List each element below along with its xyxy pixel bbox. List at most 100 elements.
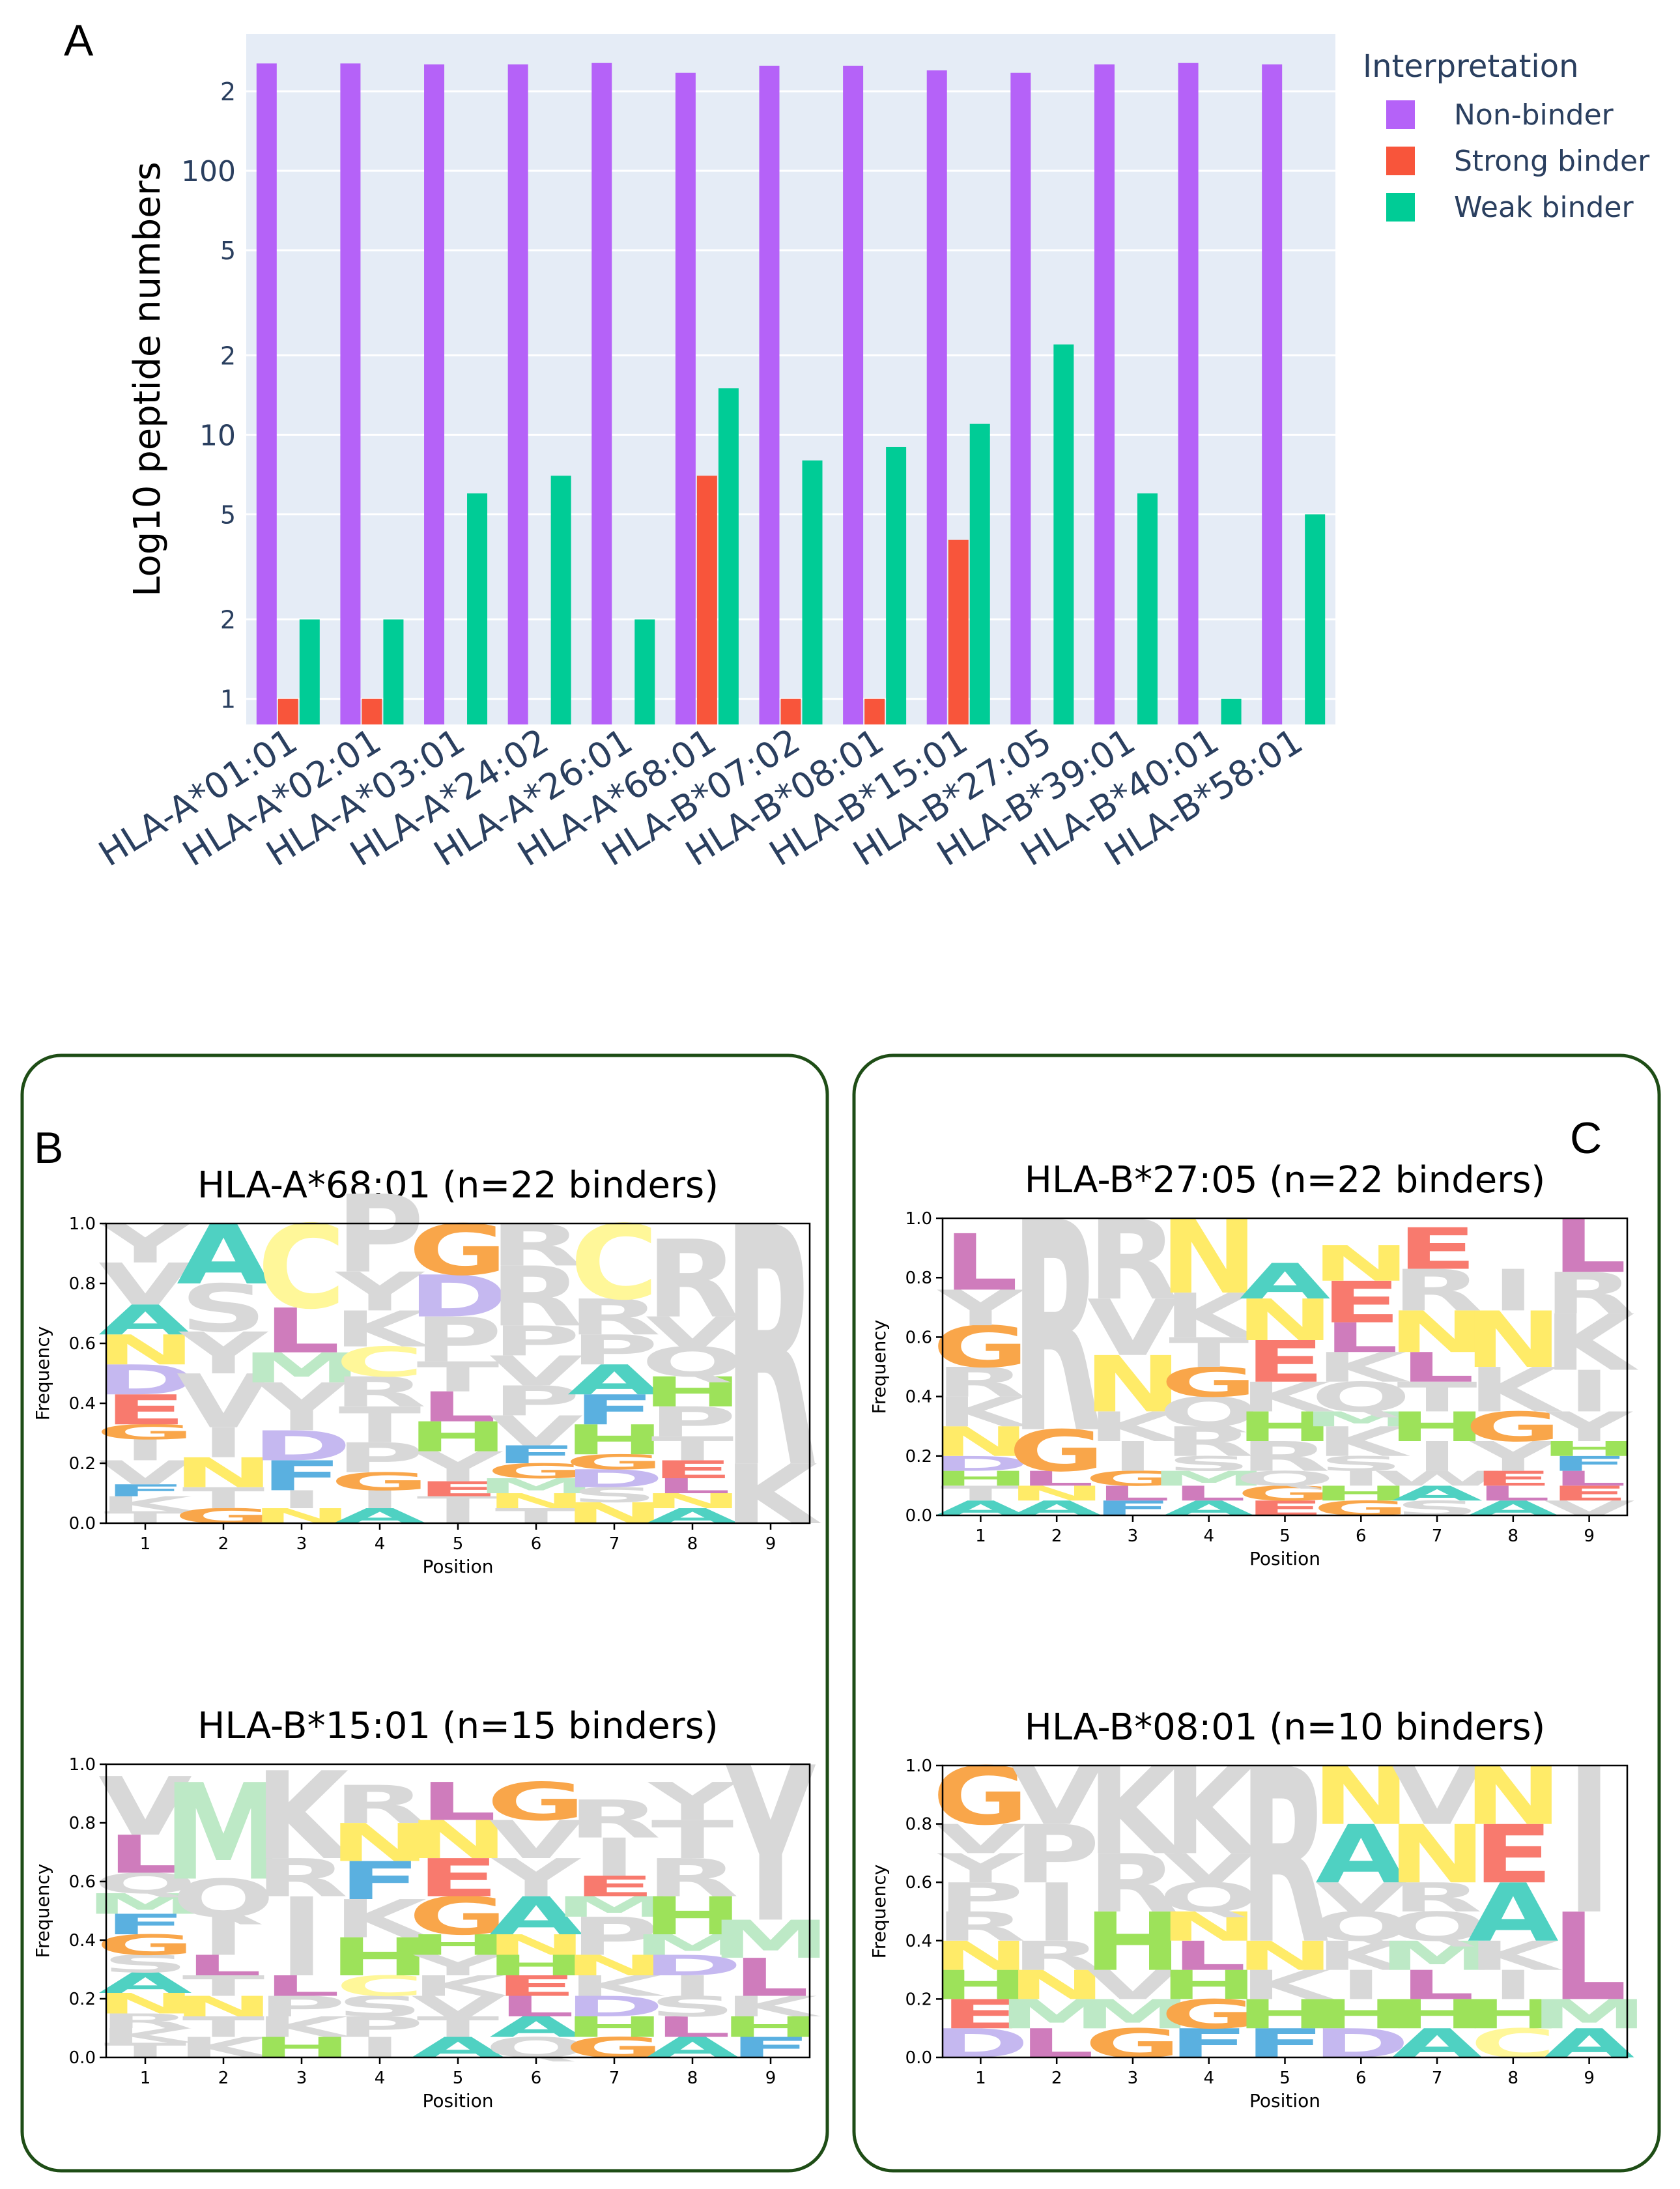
- bar-weak-binder: [886, 446, 907, 724]
- logo-letter-m: M: [476, 1474, 597, 1498]
- bar-weak-binder: [299, 619, 320, 724]
- logo-letter-n: N: [94, 1326, 196, 1375]
- logo-letter-t: T: [339, 1397, 421, 1454]
- y-tick-labels: 1 2 5 10 2 5 100 2: [181, 78, 236, 714]
- logo-letter-e: E: [1245, 1329, 1325, 1395]
- logo-stacks: DEHNRPYVGLMNRIPVGMVHRKFGHLNQVKFHKNRDHIKQ…: [932, 1719, 1648, 2067]
- logo-letter-i: I: [1111, 1433, 1154, 1480]
- x-tick-label: 5: [453, 1534, 464, 1554]
- y-axis-label: Frequency: [868, 1320, 890, 1414]
- logo-letter-f: F: [104, 1908, 187, 1941]
- logo-letter-k: K: [1315, 1933, 1410, 1979]
- logo-letter-m: M: [711, 1910, 831, 1970]
- logo-letter-h: H: [1312, 1481, 1410, 1505]
- logo-letter-p: P: [570, 1326, 659, 1375]
- logo-letter-n: N: [173, 1990, 274, 2023]
- logo-letter-t: T: [417, 1353, 500, 1401]
- logo-letter-l: L: [263, 1969, 340, 2002]
- logo-letter-r: R: [724, 1158, 817, 1541]
- y-tick-label: 0.6: [69, 1334, 96, 1354]
- logo-letter-r: R: [489, 1250, 582, 1345]
- logo-letter-i: I: [1567, 1359, 1611, 1425]
- y-tick-label: 0.4: [69, 1394, 96, 1414]
- y-tick-label: 0.0: [905, 2048, 932, 2068]
- y-tick-label: 0.4: [69, 1931, 96, 1951]
- logo-letter-e: E: [651, 1455, 734, 1484]
- logo-letter-l: L: [732, 1947, 809, 2008]
- x-tick-label: 8: [1508, 1526, 1519, 1546]
- logo-letter-y: Y: [647, 1771, 737, 1832]
- logo-letter-h: H: [1388, 1403, 1486, 1451]
- logo-letter-f: F: [1549, 1452, 1630, 1476]
- logo-letter-t: T: [651, 1430, 734, 1468]
- logo-stacks: TKFVIGEDNAVYGTNIVYSANIFDYMLCAIGPTRCKYPIT…: [94, 1158, 821, 1543]
- bar-non-binder: [340, 63, 361, 725]
- logo-letter-v: V: [1087, 1283, 1178, 1373]
- x-axis-label: Position: [1249, 2090, 1320, 2111]
- logo-letter-n: N: [1008, 1481, 1106, 1505]
- logo-title: HLA-B*08:01 (n=10 binders): [1025, 1706, 1545, 1749]
- bar-non-binder: [1262, 64, 1283, 724]
- logo-letter-i: I: [1415, 1433, 1459, 1480]
- logo-letter-a: A: [177, 1208, 270, 1303]
- logo-letter-n: N: [932, 1933, 1030, 1979]
- y-tick-label: 0.6: [905, 1328, 932, 1347]
- logo-letter-g: G: [330, 1467, 430, 1496]
- logo-letter-n: N: [1160, 1904, 1258, 1950]
- y-tick-label: 0.8: [69, 1274, 96, 1294]
- logo-letter-g: G: [565, 1450, 664, 1474]
- logo-letter-e: E: [1397, 1216, 1477, 1283]
- logo-letter-g: G: [487, 1459, 586, 1483]
- logo-letter-l: L: [1019, 1467, 1094, 1491]
- y-tick-label: 1.0: [69, 1214, 96, 1234]
- bar-non-binder: [591, 63, 612, 724]
- logo-letter-n: N: [94, 1987, 196, 2020]
- logo-letter-l: L: [420, 1771, 496, 1832]
- y-tick-label: 0.4: [905, 1932, 932, 1951]
- logo-letter-e: E: [104, 1386, 187, 1435]
- logo-letter-r: R: [646, 1848, 739, 1908]
- logo-letter-n: N: [1008, 1962, 1106, 2009]
- logo-letter-l: L: [498, 1990, 575, 2023]
- bar-chart: 1 2 5 10 2 5 100 2 HLA-A*01:01HLA-A*02:01HLA-A*…: [92, 34, 1650, 874]
- logo-letter-p: P: [335, 1173, 424, 1297]
- logo-stacks: ATHDNKRGYLANLGRFLGIKNVRALMSRQGTKNEGQRHKE…: [932, 1162, 1639, 1521]
- logo-letter-k: K: [1315, 1344, 1410, 1392]
- y-tick-label: 1.0: [905, 1209, 932, 1229]
- logo-letter-h: H: [1236, 1991, 1334, 2037]
- plot-background: [246, 34, 1335, 724]
- logo-letter-c: C: [335, 1338, 424, 1386]
- logo-letter-k: K: [935, 1388, 1030, 1436]
- x-tick-label: 2: [218, 2068, 229, 2088]
- logo-letter-e: E: [573, 1870, 656, 1902]
- y-tick-label: 0.6: [69, 1872, 96, 1892]
- logo-letter-f: F: [573, 1386, 656, 1435]
- y-tick-label: 0.2: [69, 1454, 96, 1474]
- x-tick-label: 6: [1356, 1526, 1367, 1546]
- logo-letter-t: T: [417, 2010, 500, 2043]
- bar-weak-binder: [1305, 514, 1326, 724]
- logo-letter-l: L: [1552, 1467, 1627, 1491]
- bar-non-binder: [1178, 63, 1199, 724]
- logo-letter-r: R: [1012, 1162, 1102, 1498]
- y-tick-label: 0.6: [905, 1873, 932, 1893]
- x-tick-label: 8: [1508, 2068, 1519, 2088]
- logo-letter-a: A: [98, 1967, 192, 1999]
- legend-entry: Strong binder: [1454, 145, 1650, 178]
- bar-strong-binder: [948, 539, 969, 724]
- bar-non-binder: [1094, 64, 1115, 724]
- x-tick-label: 2: [1051, 1526, 1062, 1546]
- x-tick-label: 5: [1279, 2068, 1290, 2088]
- logo-letter-q: Q: [1311, 1904, 1411, 1950]
- x-tick-label: 2: [218, 1534, 229, 1554]
- x-tick-label: 7: [1432, 2068, 1443, 2088]
- logo-letter-q: Q: [1159, 1874, 1259, 1921]
- logo-letter-n: N: [485, 1928, 587, 1961]
- logo-letter-l: L: [107, 1824, 184, 1885]
- logo-letter-p: P: [937, 1874, 1024, 1921]
- logo-letter-p: P: [335, 2010, 424, 2043]
- logo-letter-w: W: [1372, 1467, 1502, 1491]
- logo-letter-n: N: [1312, 1235, 1410, 1292]
- logo-letter-y: Y: [256, 1369, 347, 1446]
- x-tick-label: 6: [1356, 2068, 1367, 2088]
